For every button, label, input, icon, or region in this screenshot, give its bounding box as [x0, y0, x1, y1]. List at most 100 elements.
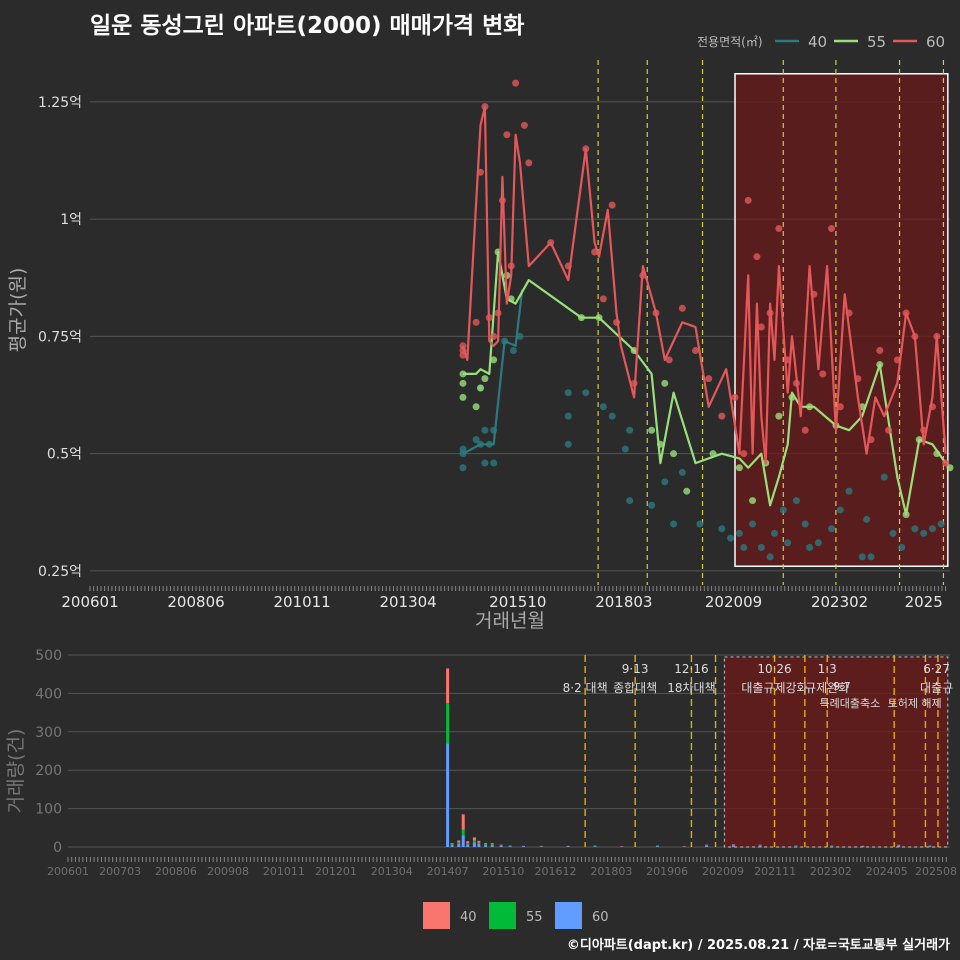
- point-60: [520, 121, 528, 129]
- point-40: [564, 440, 572, 448]
- bar-segment-60: [446, 743, 450, 847]
- bar-segment-60: [490, 845, 494, 847]
- y-tick-label: 1억: [60, 212, 82, 228]
- bar-segment-40: [466, 841, 470, 844]
- x-tick-label: 202111: [754, 865, 796, 878]
- point-60: [705, 375, 713, 383]
- point-40: [621, 445, 629, 453]
- y-axis-label: 거래량(건): [5, 729, 27, 814]
- y-tick-label: 0: [53, 840, 62, 856]
- policy-date-label: 12·16: [674, 662, 708, 676]
- bar-segment-40: [457, 840, 461, 843]
- y-tick-label: 200: [35, 763, 62, 779]
- bar-segment-40: [472, 837, 476, 841]
- point-55: [459, 379, 467, 387]
- point-55: [477, 384, 485, 392]
- bar-segment-60: [472, 842, 476, 847]
- point-40: [608, 412, 616, 420]
- point-40: [792, 497, 800, 505]
- legend-key-40: [423, 902, 450, 929]
- y-tick-label: 0.25억: [38, 564, 82, 580]
- point-40: [626, 426, 634, 434]
- point-60: [503, 131, 511, 139]
- point-40: [845, 487, 853, 495]
- bar-segment-55: [484, 844, 488, 846]
- y-tick-label: 100: [35, 802, 62, 818]
- legend-key-55: [489, 902, 516, 929]
- point-40: [814, 539, 822, 547]
- point-40: [801, 520, 809, 528]
- x-tick-label: 200601: [47, 865, 89, 878]
- point-40: [481, 459, 489, 467]
- point-60: [828, 225, 836, 233]
- policy-date-label: 9·13: [622, 662, 649, 676]
- point-40: [459, 445, 467, 453]
- bar-segment-55: [450, 844, 454, 846]
- bar-segment-60: [477, 843, 481, 847]
- bar-segment-40: [758, 844, 762, 846]
- policy-date-label: 6·27: [923, 662, 950, 676]
- bar-segment-60: [794, 846, 798, 847]
- x-tick-label: 201304: [371, 865, 413, 878]
- point-55: [661, 379, 669, 387]
- x-tick-label: 202508: [915, 865, 957, 878]
- point-60: [459, 342, 467, 350]
- point-60: [801, 426, 809, 434]
- point-55: [481, 375, 489, 383]
- bar-segment-60: [461, 835, 465, 847]
- x-tick-label: 201407: [427, 865, 469, 878]
- point-55: [735, 464, 743, 472]
- policy-label: 토허제 해제: [888, 696, 942, 710]
- bar-segment-40: [484, 843, 488, 845]
- x-tick-label: 202009: [705, 593, 762, 611]
- point-40: [779, 506, 787, 514]
- y-axis-label: 평균가(원): [7, 268, 29, 353]
- point-40: [806, 543, 814, 551]
- y-tick-label: 0.5억: [47, 447, 82, 463]
- point-60: [599, 295, 607, 303]
- y-tick-label: 400: [35, 686, 62, 702]
- point-60: [942, 459, 950, 467]
- y-tick-label: 300: [35, 725, 62, 741]
- point-40: [459, 464, 467, 472]
- legend-label-60: 60: [592, 910, 609, 925]
- point-40: [740, 543, 748, 551]
- legend-label-40: 40: [808, 33, 827, 51]
- x-tick-label: 200601: [61, 593, 118, 611]
- y-tick-label: 500: [35, 648, 62, 664]
- point-40: [836, 506, 844, 514]
- point-40: [766, 553, 774, 561]
- point-40: [472, 436, 480, 444]
- policy-label: 대출규: [920, 681, 953, 695]
- bar-segment-40: [450, 843, 454, 845]
- point-40: [564, 389, 572, 397]
- bar-segment-60: [705, 845, 709, 847]
- point-40: [937, 520, 945, 528]
- point-60: [490, 332, 498, 340]
- point-60: [472, 318, 480, 326]
- bar-segment-60: [758, 845, 762, 847]
- x-tick-label: 202405: [866, 865, 908, 878]
- bar-segment-55: [446, 703, 450, 744]
- highlight-box: [723, 656, 949, 848]
- point-40: [880, 473, 888, 481]
- x-tick-label: 200908: [207, 865, 249, 878]
- x-tick-label: 200806: [167, 593, 224, 611]
- bar-segment-40: [477, 840, 481, 843]
- x-tick-label: 201011: [263, 865, 305, 878]
- point-60: [757, 323, 765, 331]
- x-tick-label: 2025: [905, 593, 943, 611]
- point-40: [582, 389, 590, 397]
- point-55: [459, 370, 467, 378]
- policy-label: 규제완화: [805, 681, 849, 695]
- bar-segment-60: [830, 846, 834, 847]
- series-line-60: [461, 105, 947, 465]
- bar-segment-55: [477, 842, 481, 844]
- point-40: [481, 426, 489, 434]
- bar-segment-40: [731, 844, 735, 846]
- point-40: [516, 332, 524, 340]
- point-60: [744, 196, 752, 204]
- x-tick-label: 202302: [811, 593, 868, 611]
- legend-title: 전용면적(㎡): [697, 35, 763, 49]
- bar-segment-60: [593, 846, 597, 847]
